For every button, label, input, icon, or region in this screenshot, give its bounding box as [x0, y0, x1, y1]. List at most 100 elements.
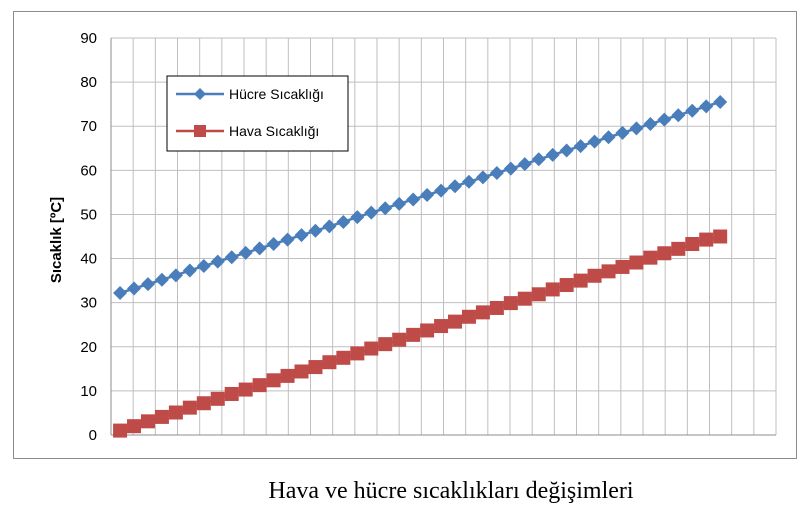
- figure-caption: Hava ve hücre sıcaklıkları değişimleri: [268, 478, 634, 504]
- data-point: [489, 300, 504, 315]
- data-point: [392, 196, 407, 211]
- series-2: [113, 229, 728, 438]
- y-tick-label: 60: [80, 162, 97, 179]
- legend: Hücre Sıcaklığı Hava Sıcaklığı: [166, 75, 349, 152]
- data-point: [280, 232, 295, 247]
- data-point: [601, 264, 616, 279]
- data-point: [615, 125, 630, 140]
- data-point: [671, 241, 686, 256]
- y-tick-label: 30: [80, 295, 97, 312]
- data-point: [350, 210, 365, 225]
- series: [113, 94, 728, 438]
- data-point: [113, 285, 128, 300]
- data-point: [657, 246, 672, 261]
- data-point: [406, 192, 421, 207]
- data-point: [238, 382, 253, 397]
- data-point: [196, 259, 211, 274]
- data-point: [127, 419, 142, 434]
- data-point: [364, 341, 379, 356]
- series-1: [113, 94, 728, 300]
- data-point: [252, 241, 267, 256]
- data-point: [406, 327, 421, 342]
- grid: [110, 37, 777, 436]
- data-point: [629, 121, 644, 136]
- y-tick-label: 0: [89, 427, 97, 444]
- data-point: [224, 250, 239, 265]
- legend-box: [166, 75, 349, 152]
- legend-label: Hücre Sıcaklığı: [229, 86, 324, 102]
- legend-item: Hücre Sıcaklığı: [176, 86, 324, 102]
- data-point: [266, 373, 281, 388]
- data-point: [322, 355, 337, 370]
- chart-frame: 0 10 20 30 40 50 60 70 80 90 Sıcaklık [ºC] Hücre …: [13, 11, 797, 459]
- data-point: [434, 183, 449, 198]
- legend-marker: [194, 88, 206, 100]
- data-point: [378, 201, 393, 216]
- data-point: [657, 112, 672, 127]
- data-point: [210, 391, 225, 406]
- line-chart: 0 10 20 30 40 50 60 70 80 90 Sıcaklık [ºC] Hücre …: [48, 30, 777, 444]
- data-point: [685, 103, 700, 118]
- data-point: [517, 157, 532, 172]
- data-point: [573, 139, 588, 154]
- data-point: [531, 152, 546, 167]
- data-point: [448, 179, 463, 194]
- data-point: [559, 278, 574, 293]
- data-point: [140, 414, 155, 429]
- data-point: [713, 94, 728, 109]
- data-point: [308, 360, 323, 375]
- data-point: [629, 255, 644, 270]
- data-point: [545, 147, 560, 162]
- data-point: [127, 281, 142, 296]
- data-point: [489, 165, 504, 180]
- data-point: [531, 287, 546, 302]
- y-tick-label: 70: [80, 118, 97, 135]
- data-point: [350, 346, 365, 361]
- y-tick-label: 50: [80, 206, 97, 223]
- data-point: [713, 229, 728, 244]
- data-point: [615, 259, 630, 274]
- data-point: [420, 323, 435, 338]
- data-point: [699, 232, 714, 247]
- data-point: [461, 309, 476, 324]
- data-point: [392, 332, 407, 347]
- y-tick-label: 10: [80, 383, 97, 400]
- data-point: [420, 188, 435, 203]
- data-point: [154, 272, 169, 287]
- data-point: [252, 378, 267, 393]
- data-point: [448, 314, 463, 329]
- data-point: [308, 223, 323, 238]
- data-point: [587, 134, 602, 149]
- legend-marker: [194, 125, 206, 137]
- data-point: [503, 161, 518, 176]
- data-point: [336, 350, 351, 365]
- data-point: [573, 273, 588, 288]
- data-point: [113, 423, 128, 438]
- data-point: [182, 263, 197, 278]
- data-point: [336, 214, 351, 229]
- data-point: [671, 108, 686, 123]
- data-point: [601, 130, 616, 145]
- data-point: [294, 228, 309, 243]
- data-point: [294, 364, 309, 379]
- data-point: [699, 99, 714, 114]
- data-point: [434, 319, 449, 334]
- data-point: [378, 337, 393, 352]
- data-point: [503, 296, 518, 311]
- data-point: [168, 268, 183, 283]
- data-point: [154, 409, 169, 424]
- data-point: [643, 117, 658, 132]
- data-point: [210, 254, 225, 269]
- y-tick-labels: 0 10 20 30 40 50 60 70 80 90: [80, 30, 97, 444]
- data-point: [224, 386, 239, 401]
- data-point: [364, 205, 379, 220]
- y-tick-label: 40: [80, 251, 97, 268]
- legend-label: Hava Sıcaklığı: [229, 123, 319, 139]
- data-point: [238, 245, 253, 260]
- y-tick-label: 90: [80, 30, 97, 47]
- y-tick-label: 20: [80, 339, 97, 356]
- data-point: [685, 236, 700, 251]
- legend-item: Hava Sıcaklığı: [176, 123, 319, 139]
- y-tick-label: 80: [80, 74, 97, 91]
- data-point: [587, 268, 602, 283]
